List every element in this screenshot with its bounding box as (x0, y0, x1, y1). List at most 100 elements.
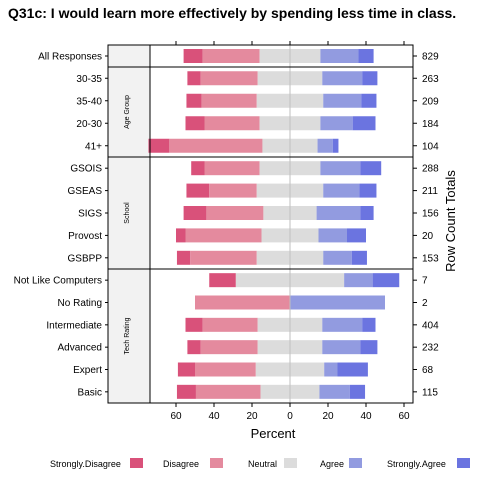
bar-strongly-disagree (185, 317, 203, 332)
strip-background (108, 269, 150, 403)
x-tick-label: 60 (170, 411, 182, 422)
bar-disagree (195, 384, 261, 399)
row-label: 20-30 (76, 119, 102, 130)
row-label: Provost (68, 231, 102, 242)
legend-swatch-neutral (284, 458, 297, 468)
bar-strongly-agree (352, 116, 376, 131)
x-tick-label: 0 (287, 411, 293, 422)
legend-swatch-disagree (210, 458, 223, 468)
bar-strongly-disagree (176, 228, 186, 243)
row-total: 288 (422, 164, 439, 175)
legend-swatch-agree (349, 458, 362, 468)
x-axis-title: Percent (251, 426, 296, 441)
bar-agree (320, 49, 359, 63)
bar-disagree (202, 317, 258, 332)
bar-strongly-agree (361, 93, 377, 108)
row-label: Advanced (58, 343, 102, 354)
legend-label: Neutral (248, 459, 277, 469)
bar-agree (320, 116, 353, 131)
bar-disagree (202, 49, 260, 63)
strip-label: Age Group (124, 95, 131, 129)
bar-strongly-agree (362, 71, 378, 86)
row-label: GSBPP (68, 253, 103, 264)
row-label: All Responses (38, 52, 102, 63)
row-label: Basic (78, 387, 102, 398)
row-total: 68 (422, 365, 434, 376)
legend-swatch-strongly-agree (457, 458, 470, 468)
bar-agree (318, 228, 347, 243)
bar-agree (344, 273, 373, 288)
row-label: Expert (73, 365, 102, 376)
row-label: No Rating (58, 298, 102, 309)
bar-disagree (169, 138, 263, 153)
bar-disagree (201, 93, 257, 108)
legend-label: Strongly.Disagree (50, 459, 121, 469)
bar-agree (323, 183, 360, 198)
row-total: 184 (422, 119, 439, 130)
bar-agree (323, 93, 362, 108)
row-label: 41+ (85, 141, 102, 152)
strip-background (108, 67, 150, 157)
bar-strongly-agree (360, 206, 374, 220)
x-tick-label: 40 (360, 411, 372, 422)
bar-disagree (204, 161, 260, 176)
row-label: GSOIS (70, 164, 102, 175)
bar-strongly-disagree (183, 206, 207, 220)
bar-strongly-agree (362, 317, 376, 332)
legend-label: Strongly.Agree (387, 459, 446, 469)
bar-strongly-agree (360, 340, 378, 355)
bar-strongly-agree (347, 228, 366, 243)
bar-strongly-disagree (191, 161, 205, 176)
legend-label: Disagree (163, 459, 199, 469)
row-total: 104 (422, 141, 439, 152)
row-label: SIGS (78, 209, 102, 220)
bar-agree (322, 340, 361, 355)
row-label: Not Like Computers (14, 276, 102, 287)
bar-agree (323, 250, 352, 265)
bar-agree (322, 71, 363, 86)
row-total: 7 (422, 276, 428, 287)
strip-label: Tech Rating (124, 317, 131, 354)
bar-disagree (190, 250, 257, 265)
row-label: Intermediate (46, 320, 102, 331)
bar-strongly-disagree (183, 49, 203, 63)
bar-agree (319, 384, 350, 399)
bar-strongly-disagree (148, 138, 170, 153)
bar-agree (320, 161, 361, 176)
bar-strongly-agree (351, 250, 367, 265)
legend-swatch-strongly-disagree (130, 458, 143, 468)
bar-disagree (209, 183, 257, 198)
row-label: GSEAS (68, 186, 103, 197)
bar-strongly-agree (360, 161, 382, 176)
bar-strongly-disagree (177, 362, 195, 377)
bar-strongly-disagree (186, 93, 202, 108)
bar-disagree (200, 71, 258, 86)
bar-strongly-agree (337, 362, 368, 377)
bar-strongly-disagree (187, 71, 201, 86)
row-total: 156 (422, 209, 439, 220)
x-tick-label: 20 (246, 411, 258, 422)
strip-background (108, 157, 150, 269)
bar-disagree (195, 295, 290, 310)
bar-strongly-agree (372, 273, 400, 288)
right-axis-title: Row Count Totals (443, 170, 458, 272)
strip-label: School (124, 202, 131, 224)
bar-agree (324, 362, 338, 377)
row-total: 232 (422, 343, 439, 354)
row-total: 2 (422, 298, 428, 309)
x-tick-label: 60 (398, 411, 410, 422)
bar-strongly-disagree (209, 273, 236, 288)
row-total: 829 (422, 52, 439, 63)
bar-disagree (195, 362, 256, 377)
row-label: 30-35 (76, 74, 102, 85)
bar-strongly-disagree (187, 340, 201, 355)
row-label: 35-40 (76, 96, 102, 107)
row-total: 404 (422, 320, 439, 331)
legend: Strongly.Disagree Disagree Neutral Agree Str… (50, 458, 470, 469)
bar-disagree (204, 116, 260, 131)
plot-frame (107, 44, 414, 404)
row-total: 20 (422, 231, 434, 242)
bar-disagree (200, 340, 258, 355)
bar-strongly-disagree (176, 384, 196, 399)
